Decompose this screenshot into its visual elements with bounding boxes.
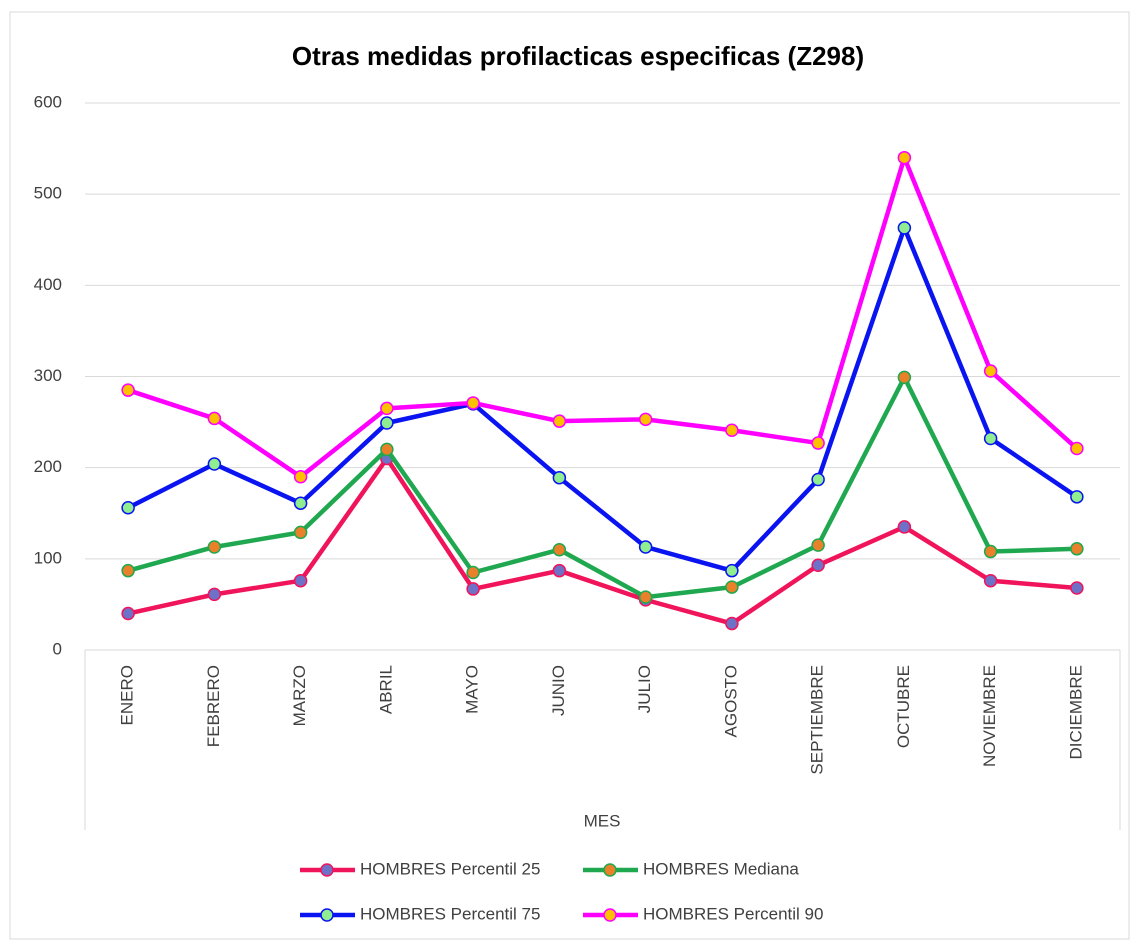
marker [552,470,567,485]
marker [207,540,222,554]
legend-label: HOMBRES Percentil 25 [360,859,540,878]
marker [1070,542,1084,556]
legend-marker [603,863,617,877]
marker [811,472,825,487]
marker [380,416,394,430]
series-line [127,155,1079,480]
x-axis-title: MES [584,811,621,830]
marker [983,364,998,378]
marker [121,563,135,578]
marker [725,580,739,594]
marker [293,525,308,540]
legend-label: HOMBRES Percentil 75 [360,904,540,923]
marker [897,520,912,534]
x-tick-label: MAYO [463,665,482,714]
marker [1070,490,1084,504]
x-tick-label: OCTUBRE [894,665,913,748]
legend-marker [320,863,334,877]
marker [380,401,394,416]
marker [725,423,739,438]
marker [811,558,825,572]
marker [293,496,308,510]
y-tick-label: 0 [53,639,62,658]
marker [983,544,998,559]
y-tick-label: 500 [34,184,62,203]
series-line [127,456,1078,626]
y-tick-label: 300 [34,366,62,385]
marker [638,412,653,427]
series-line [127,375,1077,600]
x-tick-label: ABRIL [376,665,395,714]
legend-label: HOMBRES Mediana [643,859,799,878]
marker [207,457,222,471]
marker [552,563,567,578]
marker [207,587,222,602]
marker [1070,441,1084,456]
series-line [127,225,1079,573]
x-tick-label: AGOSTO [721,665,740,737]
x-tick-label: JULIO [635,665,654,713]
x-tick-label: NOVIEMBRE [980,665,999,767]
marker [293,470,308,484]
marker [725,563,739,578]
x-tick-label: FEBRERO [204,665,223,747]
marker [897,150,912,165]
marker [121,383,135,397]
x-tick-label: DICIEMBRE [1066,665,1085,759]
x-tick-label: ENERO [118,665,137,725]
chart-title: Otras medidas profilacticas especificas … [292,41,864,71]
marker [121,606,135,621]
x-tick-label: JUNIO [549,665,568,716]
y-tick-label: 100 [34,548,62,567]
marker [811,538,825,552]
marker [466,582,480,596]
marker [207,411,222,426]
chart-border [9,11,1130,940]
marker [897,221,912,235]
y-tick-label: 200 [34,457,62,476]
marker [811,436,825,450]
marker [983,431,998,446]
marker [552,542,567,557]
marker [638,540,653,554]
y-tick-label: 400 [34,275,62,294]
marker [638,590,653,604]
marker [380,442,394,457]
marker [293,573,308,588]
y-tick-label: 600 [34,92,62,111]
marker [983,573,998,588]
marker [552,414,567,428]
x-tick-label: MARZO [290,665,309,726]
marker [897,370,912,385]
marker [466,565,480,580]
x-tick-label: SEPTIEMBRE [808,665,827,775]
legend-marker [603,908,617,922]
marker [1070,581,1084,595]
legend-marker [320,908,334,922]
marker [121,501,135,515]
marker [725,616,739,631]
legend-label: HOMBRES Percentil 90 [643,904,823,923]
marker [466,396,480,410]
